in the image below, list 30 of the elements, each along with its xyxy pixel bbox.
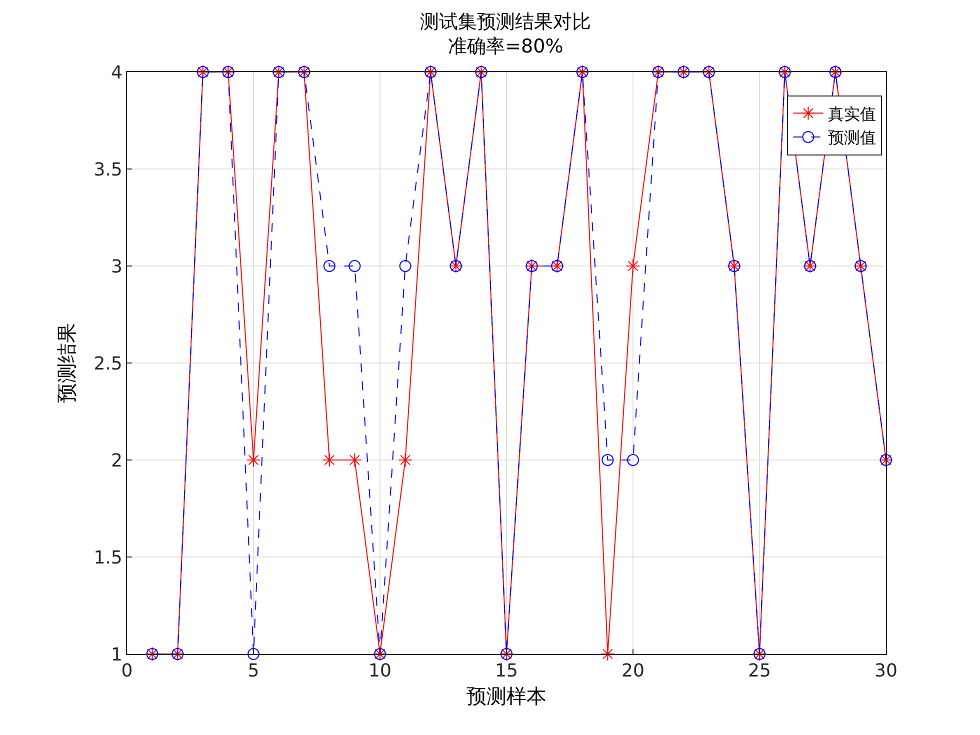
x-tick-label: 5: [248, 660, 260, 682]
x-tick-label: 25: [748, 660, 771, 682]
x-tick-label: 15: [495, 660, 518, 682]
legend-label: 真实值: [828, 104, 876, 124]
point: [348, 260, 361, 272]
y-tick-label: 1.5: [94, 547, 122, 568]
x-tick-label: 30: [874, 660, 898, 682]
y-tick-label: 2.5: [94, 353, 122, 374]
x-tick-label: 0: [121, 660, 133, 682]
x-tick-label: 10: [368, 660, 392, 682]
y-tick-label: 3.5: [94, 159, 122, 180]
x-tick-label: 20: [622, 660, 644, 682]
y-tick-label: 3: [110, 256, 122, 278]
point: [323, 260, 336, 272]
point: [348, 452, 362, 468]
legend-label: 预测值: [828, 128, 876, 148]
point: [626, 258, 640, 274]
x-axis-title: 预测样本: [466, 684, 546, 708]
y-tick-label: 4: [110, 62, 122, 84]
point: [399, 260, 412, 272]
point: [602, 454, 614, 466]
y-axis-title: 预测结果: [54, 323, 78, 403]
point: [627, 454, 639, 466]
point: [398, 452, 412, 468]
point: [248, 648, 260, 660]
y-tick-label: 1: [110, 644, 122, 666]
chart-title: 测试集预测结果对比: [420, 10, 592, 33]
y-tick-label: 2: [110, 450, 122, 472]
chart-subtitle: 准确率=80%: [448, 36, 564, 58]
point: [322, 452, 336, 468]
